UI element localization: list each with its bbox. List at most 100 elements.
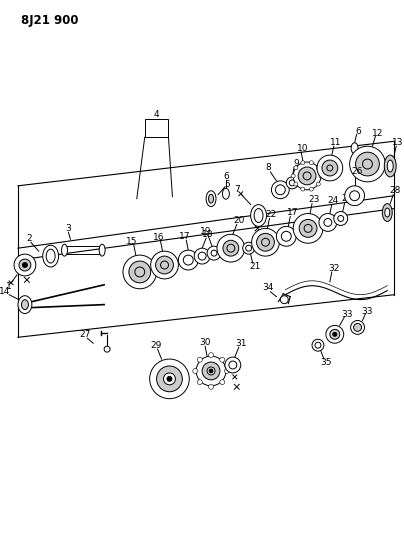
Text: 35: 35 (320, 358, 332, 367)
Circle shape (217, 235, 245, 262)
Text: 15: 15 (126, 237, 138, 246)
Text: 16: 16 (153, 233, 164, 242)
Circle shape (19, 259, 31, 271)
Text: 34: 34 (263, 283, 274, 292)
Circle shape (156, 256, 173, 274)
Text: 11: 11 (330, 138, 341, 147)
Circle shape (293, 162, 321, 190)
Circle shape (354, 324, 362, 332)
Circle shape (312, 340, 324, 351)
Text: 32: 32 (328, 264, 339, 273)
Ellipse shape (387, 160, 393, 172)
Circle shape (291, 174, 295, 178)
Text: 26: 26 (351, 167, 362, 176)
Circle shape (252, 228, 279, 256)
Ellipse shape (385, 208, 390, 217)
Text: 31: 31 (235, 339, 246, 348)
Circle shape (319, 174, 323, 178)
Circle shape (209, 369, 213, 373)
Circle shape (151, 251, 179, 279)
Circle shape (334, 212, 348, 225)
Text: 29: 29 (150, 341, 161, 350)
Circle shape (123, 255, 157, 289)
Circle shape (104, 346, 110, 352)
Text: 30: 30 (199, 338, 211, 347)
Ellipse shape (223, 188, 229, 199)
Circle shape (129, 261, 151, 283)
Ellipse shape (99, 244, 105, 256)
Circle shape (194, 248, 210, 264)
Circle shape (309, 161, 314, 165)
Circle shape (316, 166, 320, 169)
Text: 8J21 900: 8J21 900 (21, 14, 78, 27)
Circle shape (317, 155, 343, 181)
Circle shape (14, 254, 36, 276)
Circle shape (149, 359, 189, 399)
Circle shape (316, 182, 320, 186)
Text: 21: 21 (249, 262, 260, 271)
Text: 6: 6 (356, 127, 362, 136)
Ellipse shape (250, 205, 267, 227)
Circle shape (208, 384, 214, 389)
Circle shape (294, 182, 298, 186)
Circle shape (333, 333, 337, 336)
Circle shape (356, 152, 379, 176)
Text: 5: 5 (224, 180, 230, 189)
Text: 2: 2 (26, 234, 32, 243)
Text: 1: 1 (6, 282, 12, 292)
Circle shape (202, 362, 220, 380)
Ellipse shape (384, 155, 396, 177)
Circle shape (326, 326, 344, 343)
Text: 12: 12 (372, 129, 383, 138)
Circle shape (257, 233, 274, 251)
Circle shape (196, 356, 226, 386)
Text: 27: 27 (80, 330, 91, 339)
Circle shape (225, 357, 241, 373)
Ellipse shape (21, 300, 28, 310)
Circle shape (208, 353, 214, 358)
Circle shape (193, 368, 198, 374)
Circle shape (198, 357, 202, 362)
Ellipse shape (18, 296, 32, 313)
Circle shape (276, 227, 296, 246)
Circle shape (293, 214, 323, 243)
Circle shape (309, 187, 314, 191)
Text: 24: 24 (327, 196, 339, 205)
Text: 17: 17 (286, 208, 298, 217)
Text: 28: 28 (389, 186, 401, 195)
Text: 25: 25 (341, 194, 352, 203)
Circle shape (223, 240, 239, 256)
Text: 14: 14 (0, 287, 11, 296)
Text: 20: 20 (233, 216, 244, 225)
Circle shape (294, 166, 298, 169)
Circle shape (286, 177, 298, 189)
Text: 22: 22 (266, 210, 277, 219)
Bar (145, 119, 168, 138)
Circle shape (351, 320, 364, 334)
Circle shape (207, 367, 215, 375)
Ellipse shape (61, 244, 67, 256)
Ellipse shape (351, 143, 358, 154)
Ellipse shape (208, 194, 214, 203)
Ellipse shape (206, 191, 216, 207)
Text: 7: 7 (234, 185, 240, 194)
Circle shape (301, 161, 305, 165)
Ellipse shape (43, 245, 59, 267)
Circle shape (322, 160, 338, 176)
Circle shape (220, 357, 225, 362)
Circle shape (220, 379, 225, 385)
Circle shape (157, 366, 182, 392)
Text: 6: 6 (223, 172, 229, 181)
Text: 8: 8 (265, 164, 271, 173)
Text: 13: 13 (392, 138, 404, 147)
Circle shape (198, 379, 202, 385)
Text: 3: 3 (65, 224, 72, 233)
Circle shape (23, 263, 27, 268)
Circle shape (330, 329, 340, 340)
Text: 23: 23 (308, 195, 320, 204)
Text: 18: 18 (202, 230, 214, 239)
Ellipse shape (382, 204, 392, 221)
Text: 33: 33 (341, 310, 352, 319)
Circle shape (349, 146, 385, 182)
Circle shape (299, 220, 317, 237)
